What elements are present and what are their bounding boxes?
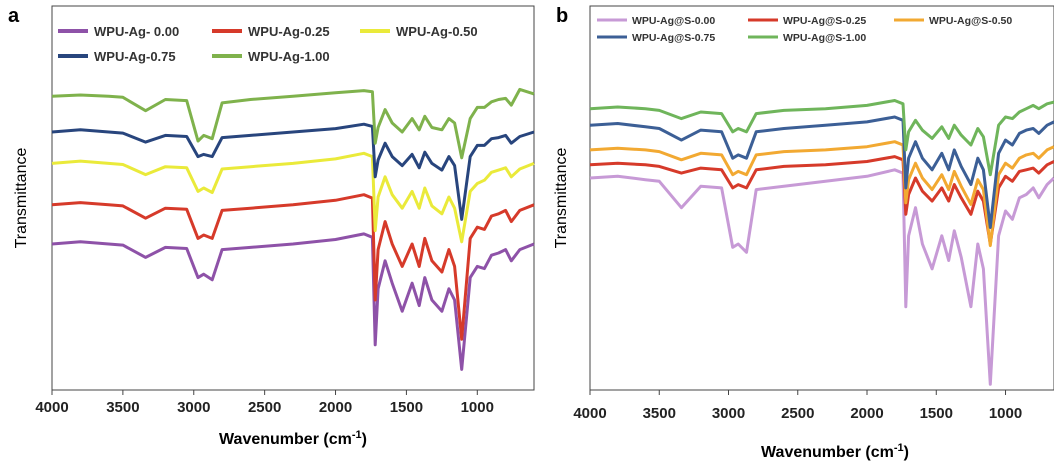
panel-a-y-axis-label: Transmittance: [13, 148, 30, 249]
legend-a-label-3: WPU-Ag-0.75: [94, 49, 176, 64]
x-tick-label-b-6: 1000: [989, 405, 1022, 422]
panel-a-plot-frame: [51, 5, 535, 391]
x-tick-label-b-5: 1500: [920, 405, 953, 422]
panel-b-curves: [589, 99, 1054, 386]
panel-a-legend: WPU-Ag- 0.00 WPU-Ag-0.25 WPU-Ag-0.50 WPU…: [58, 24, 478, 64]
legend-b-label-1: WPU-Ag@S-0.25: [783, 15, 866, 27]
legend-b-label-4: WPU-Ag@S-1.00: [783, 32, 866, 44]
x-tick-label-b-3: 2500: [781, 405, 814, 422]
panel-b-x-axis-label: Wavenumber (cm-1): [761, 442, 909, 461]
panel-b-x-axis-label-close: ): [904, 444, 909, 461]
panel-b-y-axis-label: Transmittance: [553, 148, 570, 249]
series-b-4: [589, 99, 1054, 177]
legend-a-label-1: WPU-Ag-0.25: [248, 24, 330, 39]
panel-b: b WPU-Ag@S-0.00 WPU-Ag@S-0.25 WPU-Ag@S-0…: [553, 5, 1054, 461]
panel-a-curves: [51, 87, 535, 371]
panel-a-x-ticks: 4000 3500 3000 2500 2000 1500 1000: [35, 390, 494, 416]
legend-a-label-2: WPU-Ag-0.50: [396, 24, 478, 39]
series-a-0: [51, 232, 535, 371]
panel-b-x-axis-label-superscript: -1: [894, 442, 904, 454]
panel-a-x-axis-label-text: Wavenumber (cm: [219, 431, 352, 448]
series-a-4: [51, 87, 535, 160]
series-a-3: [51, 122, 535, 221]
x-tick-label-a-5: 1500: [390, 399, 423, 416]
panel-b-legend: WPU-Ag@S-0.00 WPU-Ag@S-0.25 WPU-Ag@S-0.5…: [597, 15, 1012, 44]
x-tick-label-a-0: 4000: [35, 399, 68, 416]
series-b-2: [589, 140, 1054, 248]
x-tick-label-b-4: 2000: [850, 405, 883, 422]
series-b-1: [589, 155, 1054, 246]
x-tick-label-a-4: 2000: [319, 399, 352, 416]
legend-b-label-2: WPU-Ag@S-0.50: [929, 15, 1012, 27]
panel-b-plot-frame: [589, 5, 1054, 391]
x-tick-label-a-6: 1000: [461, 399, 494, 416]
x-tick-label-a-1: 3500: [106, 399, 139, 416]
panel-a: a WPU-Ag- 0.00 WPU-Ag-0.25 WPU-Ag-0.50 W…: [8, 5, 535, 448]
legend-b-label-0: WPU-Ag@S-0.00: [632, 15, 715, 27]
panel-a-x-axis-label-close: ): [362, 431, 367, 448]
panel-b-x-ticks: 4000 3500 3000 2500 2000 1500 1000: [573, 390, 1022, 422]
series-b-0: [589, 168, 1054, 386]
series-b-3: [589, 115, 1054, 229]
panel-a-x-axis-label-superscript: -1: [352, 429, 362, 441]
x-tick-label-b-1: 3500: [643, 405, 676, 422]
panel-b-label: b: [556, 5, 568, 27]
x-tick-label-b-0: 4000: [573, 405, 606, 422]
x-tick-label-a-3: 2500: [248, 399, 281, 416]
series-a-2: [51, 151, 535, 244]
panel-b-x-axis-label-text: Wavenumber (cm: [761, 444, 894, 461]
legend-a-label-4: WPU-Ag-1.00: [248, 49, 330, 64]
panel-a-x-axis-label: Wavenumber (cm-1): [219, 429, 367, 448]
series-a-1: [51, 193, 535, 341]
legend-a-label-0: WPU-Ag- 0.00: [94, 24, 179, 39]
panel-a-label: a: [8, 5, 20, 27]
x-tick-label-a-2: 3000: [177, 399, 210, 416]
legend-b-label-3: WPU-Ag@S-0.75: [632, 32, 715, 44]
x-tick-label-b-2: 3000: [712, 405, 745, 422]
